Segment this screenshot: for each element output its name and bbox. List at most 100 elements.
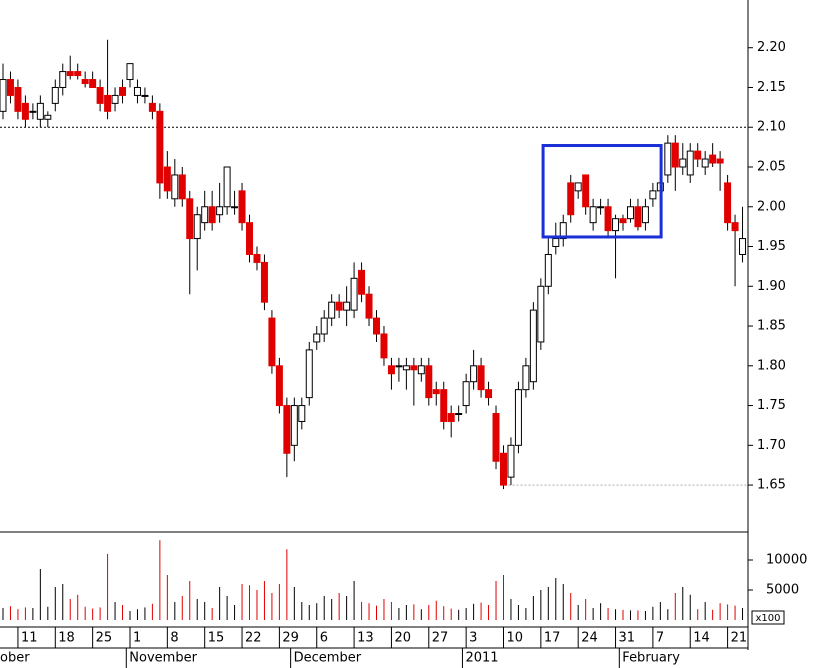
- candle-body: [14, 86, 22, 112]
- candle-body: [290, 405, 298, 446]
- candle-body: [440, 389, 448, 422]
- candle-body: [320, 317, 328, 335]
- candle-body: [395, 365, 403, 368]
- candle-body: [126, 63, 134, 81]
- candle-body: [485, 389, 493, 399]
- candle-body: [567, 182, 575, 216]
- candle-body: [447, 413, 455, 422]
- candle-body: [193, 214, 201, 240]
- candle-body: [417, 365, 425, 375]
- candle-body: [350, 277, 358, 311]
- candle-body: [208, 206, 216, 224]
- month-label: December: [294, 651, 362, 666]
- candle-body: [201, 206, 209, 224]
- x-tick-label: 17: [544, 631, 561, 646]
- y-tick-label: 2.15: [757, 80, 786, 95]
- x-tick-label: 7: [656, 631, 664, 646]
- y-tick-label: 2.20: [757, 40, 786, 55]
- candle-body: [104, 94, 112, 112]
- y-tick-label: 1.85: [757, 319, 786, 334]
- candle-body: [298, 405, 306, 422]
- highlight-box: [541, 144, 663, 239]
- unit-box: [751, 610, 785, 625]
- candle-body: [216, 206, 224, 216]
- candle-body: [343, 301, 351, 311]
- candle-body: [619, 218, 627, 224]
- candle-body: [6, 79, 14, 96]
- candle-body: [335, 301, 343, 311]
- candle-body: [612, 218, 620, 232]
- candle-body: [544, 253, 552, 287]
- candle-body: [574, 182, 582, 192]
- candle-body: [626, 206, 634, 220]
- candle-body: [313, 333, 321, 343]
- candle-body: [537, 285, 545, 343]
- candle-body: [0, 79, 7, 112]
- candle-body: [641, 206, 649, 224]
- candle-body: [671, 142, 679, 168]
- candle-body: [74, 71, 82, 77]
- candle-body: [268, 317, 276, 367]
- x-tick-label: 24: [581, 631, 598, 646]
- candle-body: [231, 206, 239, 209]
- candle-body: [455, 413, 463, 416]
- candle-body: [731, 222, 739, 232]
- y-tick-label: 2.05: [757, 159, 786, 174]
- candle-body: [709, 154, 717, 164]
- x-tick-label: 31: [619, 631, 636, 646]
- candle-body: [634, 206, 642, 228]
- candle-body: [223, 166, 231, 208]
- candle-body: [81, 79, 89, 84]
- candle-body: [686, 150, 694, 176]
- candle-body: [59, 71, 67, 88]
- candle-body: [133, 86, 141, 96]
- x-tick-label: 22: [245, 631, 262, 646]
- x-tick-label: 18: [58, 631, 75, 646]
- x-tick-label: 25: [96, 631, 113, 646]
- candle-body: [51, 86, 59, 104]
- candle-body: [410, 365, 418, 371]
- candle-body: [462, 381, 470, 407]
- candle-body: [163, 166, 171, 192]
- x-tick-label: 1: [133, 631, 141, 646]
- candle-body: [694, 150, 702, 160]
- candle-body: [246, 222, 254, 255]
- candle-body: [432, 389, 440, 395]
- candle-body: [21, 102, 29, 120]
- candle-body: [559, 222, 567, 240]
- candle-body: [604, 206, 612, 232]
- y-tick-label: 2.10: [757, 120, 786, 135]
- candle-body: [597, 206, 605, 209]
- x-tick-label: 15: [208, 631, 225, 646]
- candle-body: [470, 365, 478, 383]
- candle-body: [253, 253, 261, 263]
- candle-body: [305, 349, 313, 399]
- candle-body: [66, 71, 74, 77]
- candle-body: [36, 102, 44, 120]
- candle-body: [701, 158, 709, 168]
- volume-unit: x100: [755, 613, 780, 624]
- candle-body: [425, 365, 433, 399]
- candle-body: [358, 269, 366, 295]
- candle-body: [238, 190, 246, 224]
- x-tick-label: 3: [469, 631, 477, 646]
- candle-body: [365, 293, 373, 319]
- candle-body: [148, 102, 156, 112]
- candle-body: [552, 238, 560, 248]
- candle-body: [380, 333, 388, 359]
- candle-body: [275, 365, 283, 407]
- candle-body: [582, 174, 590, 208]
- candle-body: [171, 174, 179, 200]
- y-tick-label: 1.80: [757, 358, 786, 373]
- candle-body: [119, 86, 127, 96]
- x-tick-label: 6: [320, 631, 328, 646]
- candle-body: [178, 174, 186, 200]
- candle-body: [89, 79, 97, 88]
- month-label: 2011: [465, 651, 498, 666]
- y-tick-label: 1.70: [757, 438, 786, 453]
- candle-body: [514, 389, 522, 446]
- candle-body: [589, 206, 597, 224]
- month-label: November: [129, 651, 197, 666]
- candle-body: [373, 317, 380, 335]
